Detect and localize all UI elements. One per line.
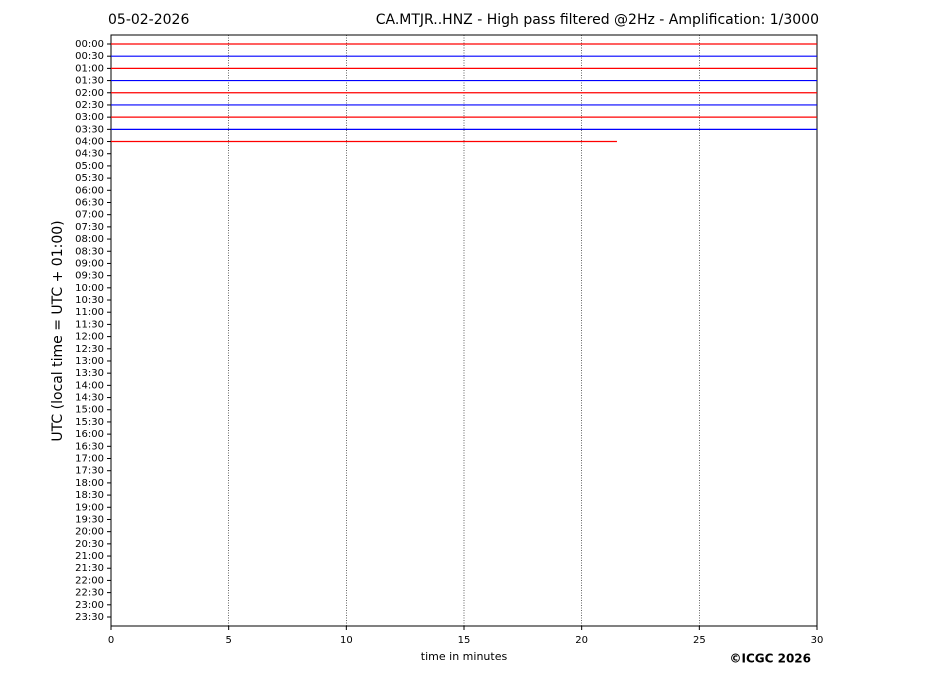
y-tick-label: 04:30 <box>75 149 104 160</box>
y-tick-label: 21:30 <box>75 563 104 574</box>
y-tick-label: 20:00 <box>75 527 104 538</box>
y-tick-label: 19:00 <box>75 502 104 513</box>
y-tick-label: 14:00 <box>75 380 104 391</box>
y-tick-label: 05:00 <box>75 161 104 172</box>
x-tick-label: 25 <box>693 635 706 646</box>
y-tick-label: 09:00 <box>75 258 104 269</box>
y-tick-label: 12:30 <box>75 344 104 355</box>
y-tick-label: 11:00 <box>75 307 104 318</box>
y-tick-label: 19:30 <box>75 514 104 525</box>
y-tick-label: 00:30 <box>75 51 104 62</box>
y-tick-label: 16:30 <box>75 441 104 452</box>
x-tick-label: 10 <box>340 635 353 646</box>
y-tick-label: 13:00 <box>75 356 104 367</box>
y-tick-label: 21:00 <box>75 551 104 562</box>
y-tick-label: 10:30 <box>75 295 104 306</box>
y-tick-label: 02:30 <box>75 100 104 111</box>
y-tick-label: 23:30 <box>75 612 104 623</box>
y-tick-label: 17:00 <box>75 454 104 465</box>
y-tick-label: 23:00 <box>75 600 104 611</box>
x-tick-label: 0 <box>108 635 114 646</box>
y-tick-label: 18:30 <box>75 490 104 501</box>
y-tick-label: 09:30 <box>75 271 104 282</box>
x-tick-label: 5 <box>225 635 231 646</box>
y-tick-label: 20:30 <box>75 539 104 550</box>
y-tick-label: 01:00 <box>75 63 104 74</box>
y-tick-label: 03:30 <box>75 124 104 135</box>
y-tick-label: 01:30 <box>75 76 104 87</box>
y-tick-label: 08:00 <box>75 234 104 245</box>
x-axis-label: time in minutes <box>421 650 508 663</box>
y-tick-label: 22:00 <box>75 575 104 586</box>
y-tick-label: 15:30 <box>75 417 104 428</box>
y-tick-label: 04:00 <box>75 137 104 148</box>
y-tick-label: 02:00 <box>75 88 104 99</box>
y-tick-label: 07:00 <box>75 210 104 221</box>
x-tick-label: 20 <box>575 635 588 646</box>
y-tick-label: 06:30 <box>75 197 104 208</box>
y-tick-label: 18:00 <box>75 478 104 489</box>
y-tick-label: 17:30 <box>75 466 104 477</box>
y-tick-label: 08:30 <box>75 246 104 257</box>
x-tick-label: 15 <box>458 635 471 646</box>
y-tick-label: 00:00 <box>75 39 104 50</box>
y-tick-label: 10:00 <box>75 283 104 294</box>
y-tick-label: 14:30 <box>75 393 104 404</box>
y-tick-label: 16:00 <box>75 429 104 440</box>
y-tick-label: 15:00 <box>75 405 104 416</box>
date: 05-02-2026 <box>108 12 189 28</box>
credit: ©ICGC 2026 <box>729 652 811 666</box>
y-tick-label: 07:30 <box>75 222 104 233</box>
x-tick-label: 30 <box>811 635 824 646</box>
y-axis-label: UTC (local time = UTC + 01:00) <box>50 220 66 441</box>
y-tick-label: 22:30 <box>75 588 104 599</box>
y-tick-label: 05:30 <box>75 173 104 184</box>
y-tick-label: 12:00 <box>75 332 104 343</box>
y-tick-label: 13:30 <box>75 368 104 379</box>
y-tick-label: 06:00 <box>75 185 104 196</box>
chart-title: CA.MTJR..HNZ - High pass filtered @2Hz -… <box>376 12 819 28</box>
y-tick-label: 03:00 <box>75 112 104 123</box>
y-tick-label: 11:30 <box>75 319 104 330</box>
